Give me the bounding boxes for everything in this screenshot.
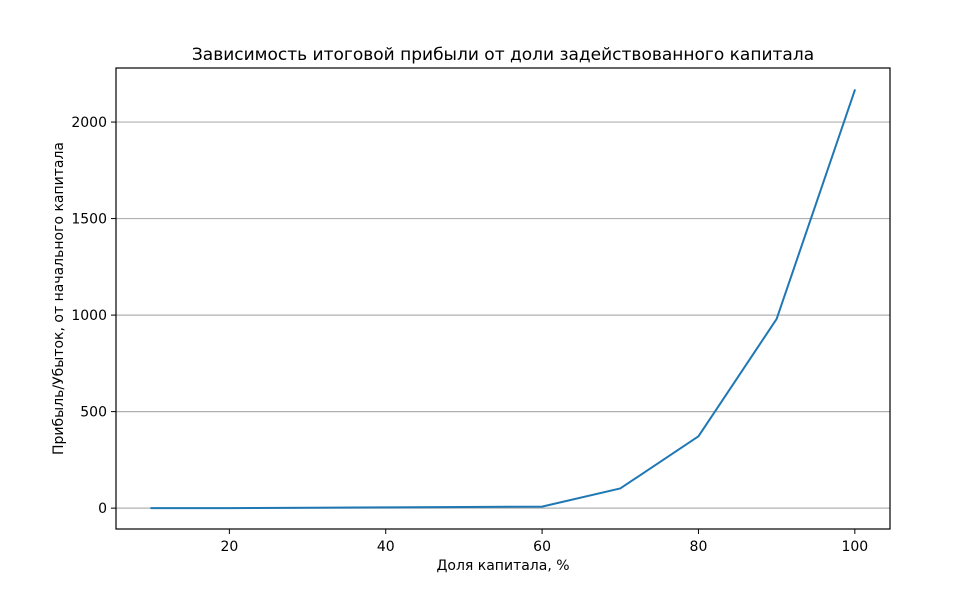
y-axis-ticks: 0 500 1000 1500 2000 bbox=[71, 115, 116, 517]
x-axis-label: Доля капитала, % bbox=[436, 558, 569, 574]
y-tick-label: 1000 bbox=[71, 308, 107, 324]
x-tick-label: 20 bbox=[220, 539, 238, 555]
series-layer bbox=[150, 89, 856, 510]
x-tick-label: 60 bbox=[533, 539, 551, 555]
y-gridlines bbox=[116, 121, 890, 509]
y-axis-label: Прибыль/Убыток, от начального капитала bbox=[51, 142, 67, 455]
x-tick-label: 40 bbox=[377, 539, 395, 555]
y-tick-label: 2000 bbox=[71, 115, 107, 131]
x-axis-ticks: 20 40 60 80 100 bbox=[220, 529, 868, 555]
y-tick-label: 500 bbox=[80, 405, 107, 421]
x-tick-label: 80 bbox=[690, 539, 708, 555]
x-tick-label: 100 bbox=[841, 539, 868, 555]
series-line-0 bbox=[150, 89, 856, 510]
plot-area-frame bbox=[115, 67, 891, 530]
y-tick-label: 0 bbox=[98, 501, 107, 517]
y-tick-label: 1500 bbox=[71, 212, 107, 228]
chart-title: Зависимость итоговой прибыли от доли зад… bbox=[192, 45, 814, 65]
